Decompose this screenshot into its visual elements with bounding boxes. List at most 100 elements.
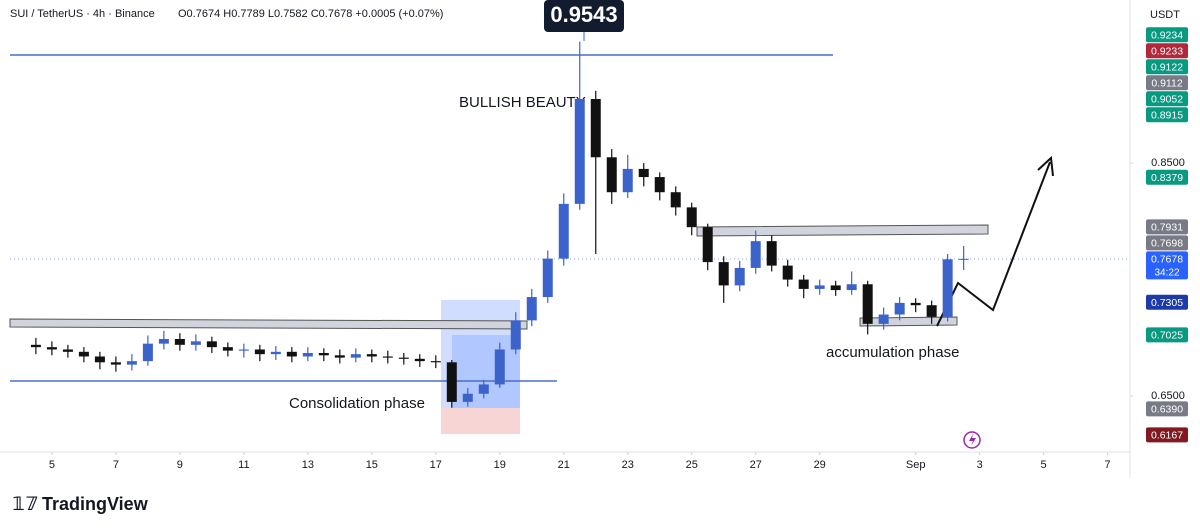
candle-body [126,361,137,365]
candle-body [478,384,489,394]
candle-body [110,362,121,365]
candle-body [158,339,169,344]
x-tick-label: 11 [238,459,249,471]
price-badge [1146,43,1188,59]
annotation: Consolidation phase [289,395,425,412]
candle-body [94,356,105,363]
price-badge-label: 0.7025 [1151,330,1183,342]
alert-icon-bolt [969,434,976,446]
candle-body [702,227,713,263]
price-badge-label: 0.6167 [1151,430,1183,442]
x-tick-label: 29 [814,459,826,471]
symbol: SUI / TetherUS · 4h · Binance [10,8,155,20]
candle-body [206,341,217,348]
projection-arrow [936,161,1051,327]
candle-body [926,305,937,317]
candle-body [30,344,41,348]
x-tick-label: 7 [1105,459,1111,471]
annotation: accumulation phase [826,344,959,361]
candle-body [958,258,969,260]
candle-body [814,285,825,289]
x-tick-label: 21 [558,459,570,471]
arrow-head [1037,155,1054,177]
candle-body [862,284,873,324]
candle-body [510,320,521,350]
annotation: BULLISH BEAUTY [459,94,586,111]
candle-body [526,297,537,321]
price-badge-label: 0.7678 [1151,254,1183,266]
candle-body [574,99,585,204]
candle-body [846,284,857,291]
candle-body [334,355,345,358]
candle-body [542,258,553,298]
alert-icon[interactable] [963,431,981,449]
candle-body [462,393,473,402]
x-tick-label: 15 [366,459,378,471]
candles [30,41,969,408]
currency: USDT [1150,9,1180,21]
candle-body [638,168,649,178]
candle-body [286,351,297,357]
candle-body [942,259,953,317]
price-badge-label: 0.6390 [1151,404,1183,416]
candle-body [238,349,249,351]
support-zone [9,318,528,330]
candle-body [142,343,153,362]
price-badge-label: 0.9122 [1151,62,1183,74]
x-tick-label: 7 [113,459,119,471]
price-badge [1146,219,1188,235]
x-tick-label: 3 [977,459,983,471]
candle-body [46,347,57,350]
candle-body [78,351,89,357]
stop-box [441,408,520,434]
candle-body [302,352,313,357]
candle-body [366,354,377,357]
candle-body [446,362,457,402]
candle-body [494,349,505,385]
price-badge [1146,294,1188,310]
candle-body [798,279,809,289]
countdown: 34:22 [1154,267,1179,278]
x-tick-label: 19 [494,459,506,471]
x-tick-label: 5 [49,459,55,471]
high-callout: 0.9543 [550,2,617,27]
x-tick-label: 23 [622,459,634,471]
candle-body [590,99,601,158]
x-tick-label: 9 [177,459,183,471]
candle-body [830,285,841,291]
candle-body [670,192,681,208]
price-badge [1146,91,1188,107]
candle-body [686,207,697,228]
price-badge-label: 0.8915 [1151,110,1183,122]
price-badge-label: 0.7698 [1151,238,1183,250]
candle-body [910,302,921,306]
candle-body [174,339,185,345]
price-badge [1146,235,1188,251]
price-badge-label: 0.9112 [1151,78,1182,90]
candle-body [430,361,441,363]
resistance-zone [696,224,989,237]
x-tick-label: Sep [906,459,926,471]
price-badge-label: 0.9233 [1151,46,1183,58]
price-badge-label: 0.9052 [1151,94,1183,106]
candle-body [606,157,617,193]
candle-body [350,354,361,358]
price-badge-label: 0.7305 [1151,297,1183,309]
price-badge [1146,169,1188,185]
ohlc-summary: O0.7674 H0.7789 L0.7582 C0.7678 +0.0005 … [178,8,443,20]
brand: TradingView [42,494,149,514]
price-badge [1146,327,1188,343]
x-tick-label: 5 [1041,459,1047,471]
price-badge-label: 0.9234 [1151,30,1183,42]
candle-body [62,349,73,352]
candle-body [398,357,409,359]
candle-body [190,341,201,345]
y-tick-label: 0.8500 [1151,157,1185,169]
candle-body [734,267,745,286]
x-tick-label: 27 [750,459,762,471]
y-tick-label: 0.6500 [1151,390,1185,402]
position-box-inner [452,335,520,408]
brand-mark: 𝟙𝟟 [12,494,38,515]
candle-body [766,241,777,266]
